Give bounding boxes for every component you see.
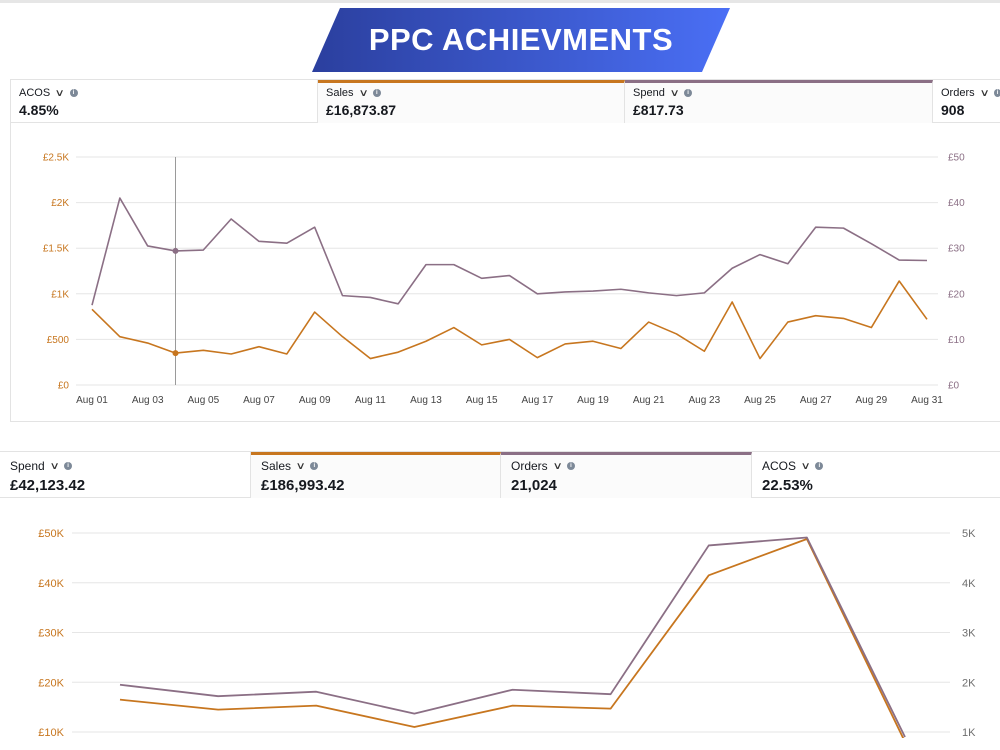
metric-value: £186,993.42 (261, 477, 345, 494)
metric-value: 22.53% (762, 477, 813, 494)
info-icon[interactable]: i (310, 462, 319, 470)
chevron-down-icon[interactable]: ∨ (358, 87, 369, 99)
chevron-down-icon[interactable]: ∨ (54, 87, 65, 99)
metric-label: Spend (633, 87, 665, 99)
info-icon[interactable]: i (815, 462, 824, 470)
metrics-bar-monthly: Spend ∨ i £42,123.42 Sales ∨ i £186,993.42 O… (0, 452, 1000, 498)
metric-spend[interactable]: Spend ∨ i £817.73 (625, 80, 933, 123)
page-title: PPC ACHIEVMENTS (368, 22, 674, 57)
chevron-down-icon[interactable]: ∨ (979, 87, 990, 99)
chevron-down-icon[interactable]: ∨ (295, 460, 306, 472)
metric-orders[interactable]: Orders ∨ i 908 (933, 80, 1000, 123)
metric-orders[interactable]: Orders ∨ i 21,024 (501, 452, 752, 498)
metric-value: £817.73 (633, 102, 684, 118)
metric-value: 21,024 (511, 477, 557, 494)
info-icon[interactable]: i (69, 89, 78, 97)
metric-label: ACOS (762, 459, 797, 473)
metric-label: Spend (10, 459, 45, 473)
metrics-bar-daily: ACOS ∨ i 4.85% Sales ∨ i £16,873.87 Spend ∨ i … (11, 80, 1000, 123)
info-icon[interactable]: i (567, 462, 576, 470)
info-icon[interactable]: i (684, 89, 693, 97)
metric-label: Orders (941, 87, 975, 99)
top-rule (0, 0, 1000, 3)
chevron-down-icon[interactable]: ∨ (800, 460, 811, 472)
metric-label: Sales (261, 459, 292, 473)
metric-acos[interactable]: ACOS ∨ i 4.85% (11, 80, 318, 123)
metric-label: Orders (511, 459, 548, 473)
info-icon[interactable]: i (993, 89, 1000, 97)
title-banner: PPC ACHIEVMENTS (312, 8, 730, 72)
metric-acos[interactable]: ACOS ∨ i 22.53% (752, 452, 1000, 498)
metric-value: 4.85% (19, 102, 59, 118)
metric-value: 908 (941, 102, 965, 118)
banner-shape (312, 8, 730, 72)
metric-label: ACOS (19, 87, 51, 99)
monthly-chart-panel: Spend ∨ i £42,123.42 Sales ∨ i £186,993.42 O… (0, 451, 1000, 750)
metric-label: Sales (326, 87, 354, 99)
info-icon[interactable]: i (372, 89, 381, 97)
chevron-down-icon[interactable]: ∨ (552, 460, 563, 472)
metric-spend[interactable]: Spend ∨ i £42,123.42 (0, 452, 251, 498)
daily-chart-panel: ACOS ∨ i 4.85% Sales ∨ i £16,873.87 Spend ∨ i … (10, 79, 1000, 422)
metric-value: £16,873.87 (326, 102, 397, 118)
chevron-down-icon[interactable]: ∨ (49, 460, 60, 472)
metric-sales[interactable]: Sales ∨ i £186,993.42 (251, 452, 501, 498)
info-icon[interactable]: i (64, 462, 73, 470)
metric-value: £42,123.42 (10, 477, 86, 494)
metric-sales[interactable]: Sales ∨ i £16,873.87 (318, 80, 625, 123)
chevron-down-icon[interactable]: ∨ (669, 87, 680, 99)
